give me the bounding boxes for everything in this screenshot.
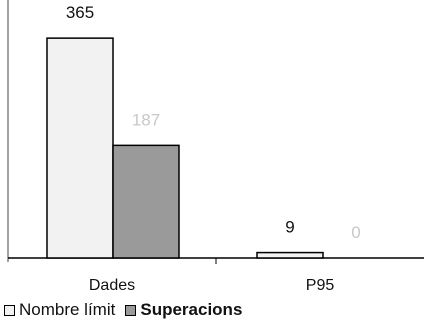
- bar-chart: 365 187 Dades 9 0 P95: [7, 0, 424, 294]
- data-label-nombre-l-mit-dades: 365: [66, 3, 94, 22]
- data-label-superacions-dades: 187: [132, 110, 160, 129]
- legend-label-nombre-limit: Nombre límit: [19, 300, 116, 319]
- legend-swatch-nombre-limit: [4, 304, 15, 316]
- bar-nombre-l-mit-p95: [256, 251, 324, 259]
- x-tick-label-dades: Dades: [89, 277, 135, 294]
- data-label-superacions-p95: 0: [351, 223, 360, 242]
- bar-superacions-dades: [112, 144, 180, 259]
- legend: Nombre límit Superacions: [4, 300, 252, 320]
- x-tick-label-p95: P95: [306, 277, 335, 294]
- legend-item-nombre-limit: Nombre límit: [4, 300, 115, 320]
- data-label-nombre-l-mit-p95: 9: [285, 218, 294, 237]
- legend-item-superacions: Superacions: [125, 300, 242, 320]
- legend-label-superacions: Superacions: [140, 300, 243, 319]
- legend-swatch-superacions: [125, 304, 137, 316]
- bar-nombre-l-mit-dades: [46, 37, 114, 259]
